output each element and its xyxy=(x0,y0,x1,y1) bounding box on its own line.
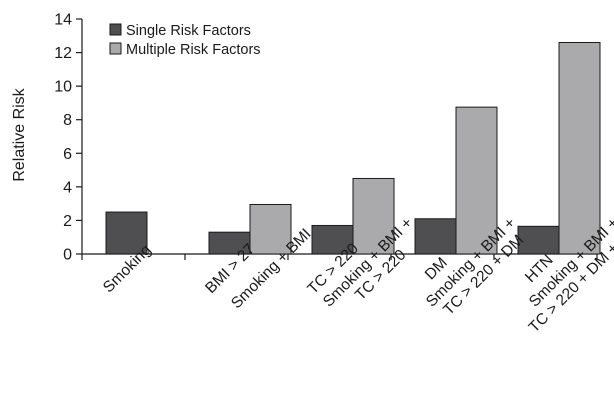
legend-swatch xyxy=(109,23,122,36)
bar xyxy=(249,203,292,255)
y-axis-label: Relative Risk xyxy=(11,87,28,181)
bar xyxy=(455,106,498,255)
y-tick-label: 10 xyxy=(54,79,72,96)
y-tick-label: 12 xyxy=(54,45,72,62)
axis-layer: 0 2 4 6 8 10 12 14 xyxy=(54,12,598,264)
bar xyxy=(558,42,601,255)
legend-label: Multiple Risk Factors xyxy=(126,42,261,58)
y-tick-label: 4 xyxy=(63,179,72,196)
y-tick-label: 2 xyxy=(63,213,72,230)
legend-label: Single Risk Factors xyxy=(126,23,251,39)
bar-layer xyxy=(105,42,601,255)
y-tick-label: 0 xyxy=(63,247,72,264)
y-tick-label: 8 xyxy=(63,112,72,129)
legend-swatch xyxy=(109,42,122,55)
legend: Single Risk Factors Multiple Risk Factors xyxy=(109,23,261,58)
bar xyxy=(352,177,395,255)
y-tick-label: 14 xyxy=(54,12,72,29)
bar xyxy=(517,225,560,255)
bar xyxy=(414,218,457,255)
bar xyxy=(105,211,148,255)
y-tick-label: 6 xyxy=(63,146,72,163)
